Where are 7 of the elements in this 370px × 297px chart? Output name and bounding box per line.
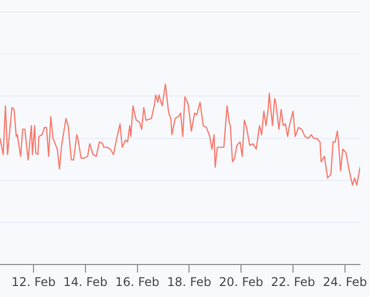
x-tick-label: 12. Feb [11,274,56,289]
x-tick-label: 14. Feb [63,274,108,289]
x-tick-label: 24. Feb [322,274,368,289]
x-tick-label: 18. Feb [167,274,212,289]
x-tick-label: 22. Feb [270,274,316,289]
x-tick-label: 20. Feb [219,274,264,289]
x-tick-label: 16. Feb [115,274,160,289]
